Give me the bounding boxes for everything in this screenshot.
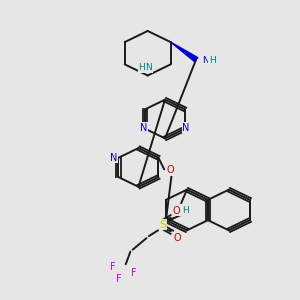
Text: O: O	[173, 206, 180, 216]
Text: N: N	[174, 206, 182, 216]
Text: H: H	[182, 206, 189, 215]
Text: S: S	[159, 220, 166, 230]
Text: N: N	[202, 56, 209, 65]
Text: F: F	[110, 262, 116, 272]
Text: H: H	[209, 56, 216, 65]
Text: F: F	[131, 268, 137, 278]
Text: N: N	[146, 63, 152, 72]
Text: N: N	[182, 123, 190, 133]
Text: F: F	[116, 274, 122, 284]
Text: O: O	[174, 233, 182, 243]
Text: O: O	[166, 165, 174, 175]
Polygon shape	[171, 42, 198, 62]
Text: N: N	[140, 123, 148, 133]
Text: H: H	[139, 63, 145, 72]
Text: N: N	[110, 153, 118, 163]
